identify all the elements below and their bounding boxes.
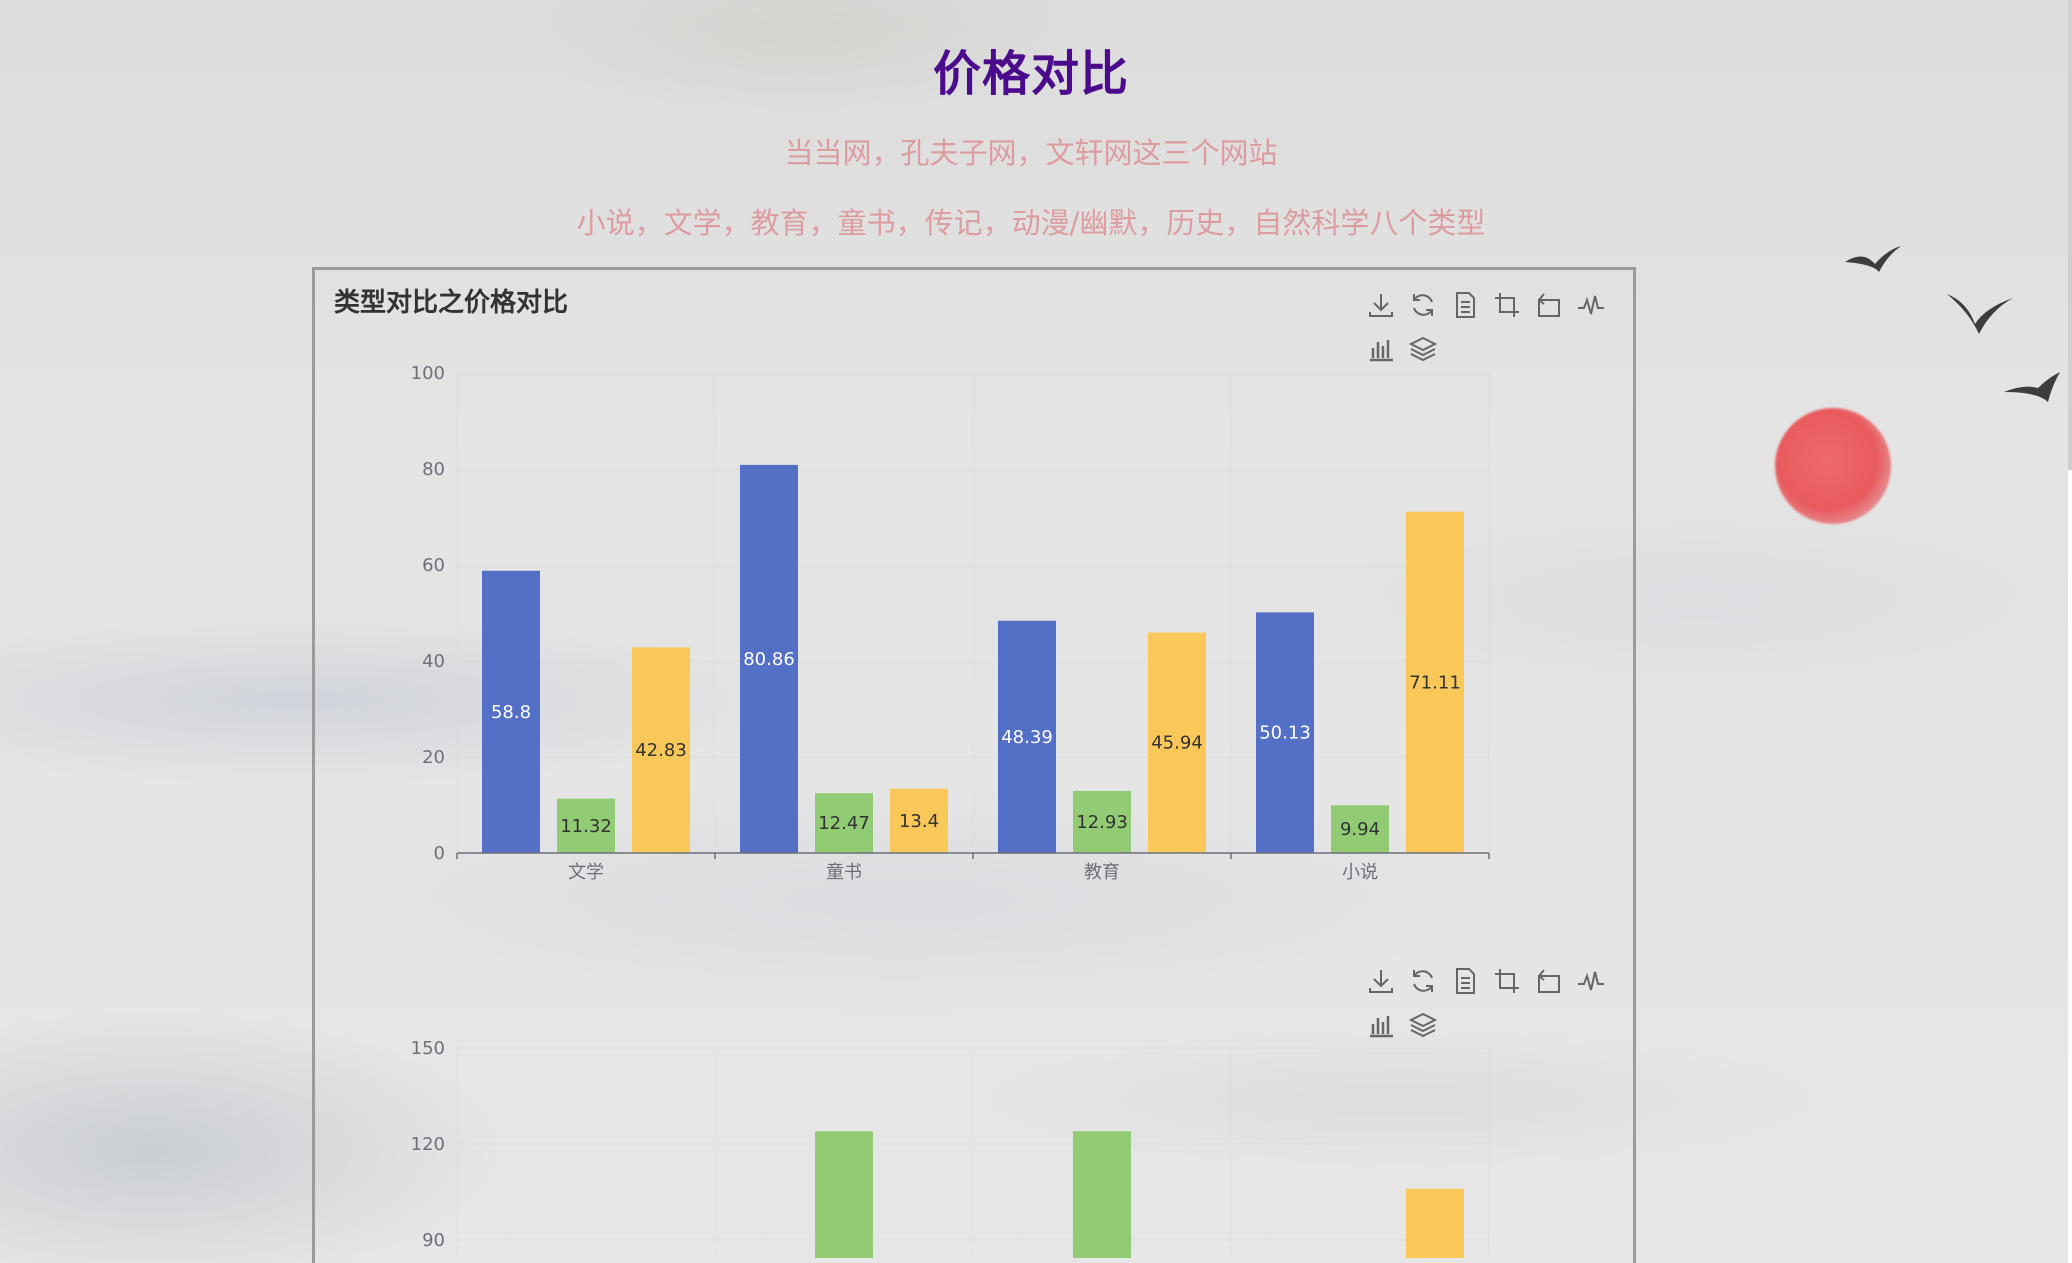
bar-data-label: 48.39 [1001, 727, 1053, 748]
stack-icon[interactable] [1408, 334, 1438, 364]
x-tick-label: 童书 [826, 862, 862, 883]
x-tick-label: 小说 [1342, 862, 1378, 883]
scrollbar[interactable] [2068, 0, 2072, 1263]
subtitle-categories: 小说，文学，教育，童书，传记，动漫/幽默，历史，自然科学八个类型 [576, 206, 1486, 240]
bar-data-label: 42.83 [635, 740, 687, 761]
page-title: 价格对比 [932, 46, 1129, 102]
y-tick-label: 150 [411, 1038, 445, 1059]
bar-data-label: 13.4 [899, 811, 939, 832]
y-tick-label: 40 [422, 651, 445, 672]
y-tick-label: 80 [422, 459, 445, 480]
bar[interactable] [557, 798, 615, 853]
bar[interactable] [1331, 805, 1389, 853]
bar[interactable] [1406, 1188, 1464, 1258]
bar[interactable] [890, 788, 948, 853]
bar[interactable] [1256, 612, 1314, 853]
bar[interactable] [1073, 1131, 1131, 1258]
y-tick-label: 20 [422, 747, 445, 768]
stack-icon[interactable] [1408, 1010, 1438, 1040]
bird-icon [1845, 246, 1901, 272]
download-icon[interactable] [1366, 290, 1396, 320]
bird-icon [1947, 294, 2013, 334]
y-tick-label: 60 [422, 555, 445, 576]
bar[interactable] [482, 570, 540, 853]
bar-data-label: 50.13 [1259, 723, 1311, 744]
download-icon[interactable] [1366, 966, 1396, 996]
bar[interactable] [1406, 511, 1464, 853]
bar[interactable] [740, 464, 798, 853]
chart-panel [312, 267, 1636, 1263]
subtitle-sites: 当当网，孔夫子网，文轩网这三个网站 [784, 136, 1278, 170]
y-tick-label: 100 [411, 363, 445, 384]
bar[interactable] [1148, 632, 1206, 853]
red-sun-decoration [1775, 408, 1891, 524]
bird-icon [2004, 372, 2060, 402]
bar[interactable] [998, 620, 1056, 853]
line-chart-icon[interactable] [1576, 966, 1606, 996]
bar-data-label: 11.32 [560, 816, 612, 837]
bar-data-label: 12.93 [1076, 812, 1128, 833]
chart-title: 类型对比之价格对比 [334, 288, 569, 318]
bar[interactable] [632, 647, 690, 853]
x-tick-label: 教育 [1084, 862, 1120, 883]
bar-data-label: 9.94 [1340, 819, 1380, 840]
zoom-reset-icon[interactable] [1534, 966, 1564, 996]
scrollbar-thumb[interactable] [2068, 0, 2072, 470]
bar-data-label: 45.94 [1151, 733, 1203, 754]
x-tick-label: 文学 [568, 862, 604, 883]
bar[interactable] [815, 793, 873, 853]
data-view-icon[interactable] [1450, 966, 1480, 996]
data-view-icon[interactable] [1450, 290, 1480, 320]
restore-icon[interactable] [1408, 290, 1438, 320]
y-tick-label: 0 [434, 843, 445, 864]
zoom-icon[interactable] [1492, 966, 1522, 996]
bar-data-label: 80.86 [743, 649, 795, 670]
bar-chart-icon[interactable] [1366, 1010, 1396, 1040]
y-tick-label: 90 [422, 1230, 445, 1251]
line-chart-icon[interactable] [1576, 290, 1606, 320]
bar-data-label: 58.8 [491, 702, 531, 723]
bar-chart-icon[interactable] [1366, 334, 1396, 364]
bar[interactable] [1073, 790, 1131, 853]
y-tick-label: 120 [411, 1134, 445, 1155]
bar-data-label: 71.11 [1409, 672, 1461, 693]
restore-icon[interactable] [1408, 966, 1438, 996]
zoom-reset-icon[interactable] [1534, 290, 1564, 320]
zoom-icon[interactable] [1492, 290, 1522, 320]
bar-data-label: 12.47 [818, 813, 870, 834]
bar[interactable] [815, 1131, 873, 1258]
